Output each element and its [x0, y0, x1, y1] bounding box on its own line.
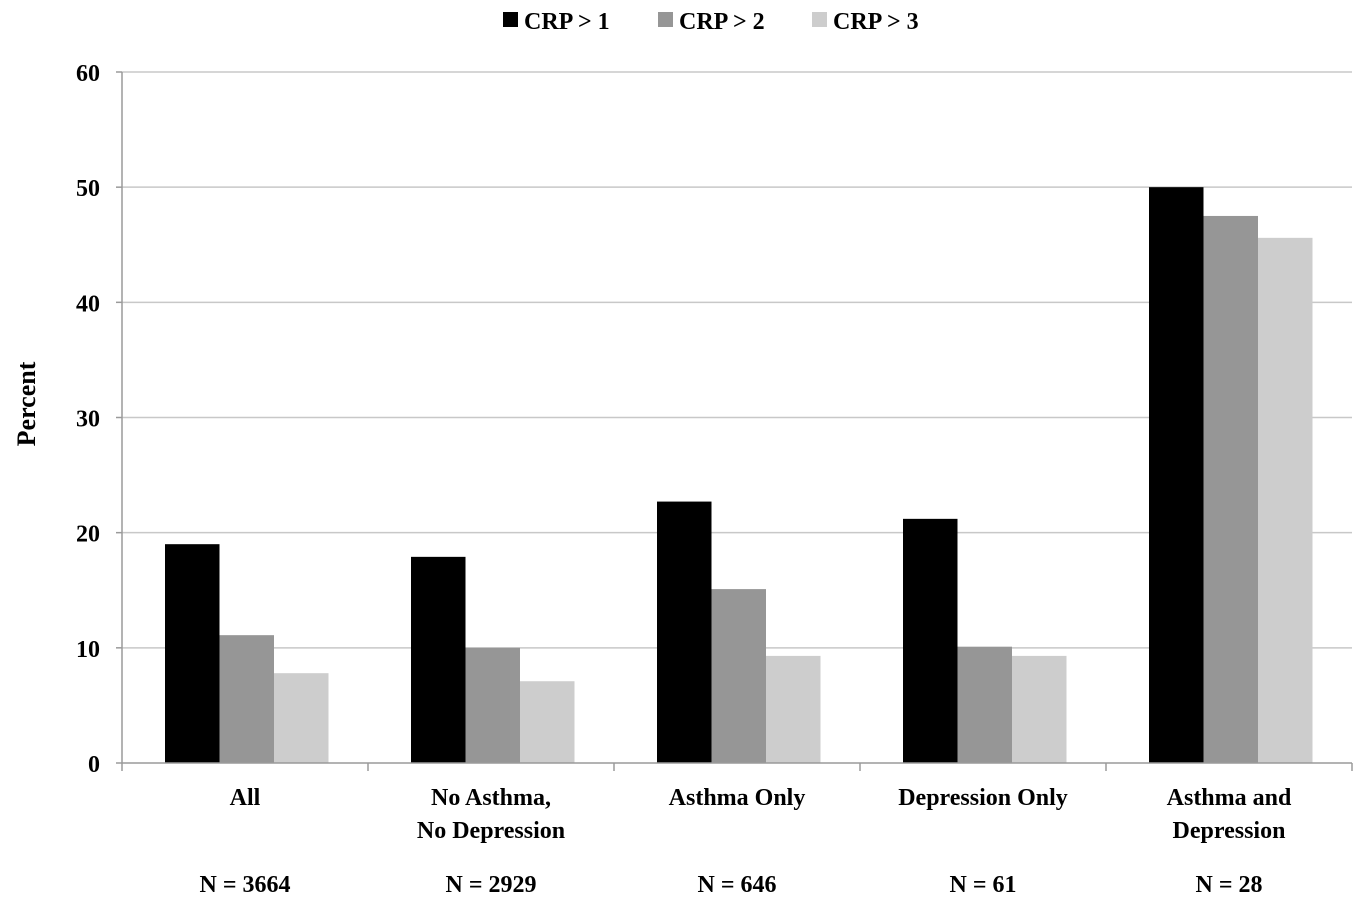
category-label: All [230, 785, 261, 811]
y-tick-label: 0 [88, 752, 100, 778]
gridlines [122, 71, 1352, 649]
category-label: Asthma Only [669, 785, 806, 811]
y-tick-label: 40 [76, 291, 100, 317]
legend-swatch [503, 12, 518, 27]
bar-3-3 [766, 655, 821, 763]
bar-3-4 [1012, 655, 1067, 763]
legend-label: CRP > 2 [679, 9, 765, 35]
category-label: Asthma and [1167, 785, 1292, 811]
bar-2-4 [957, 646, 1012, 763]
bar-1-1 [165, 544, 220, 763]
category-n-label: N = 3664 [199, 872, 290, 898]
legend-swatch [812, 12, 827, 27]
legend-swatch [658, 12, 673, 27]
y-tick-label: 50 [76, 176, 100, 202]
bar-2-1 [219, 635, 274, 763]
y-axis-label: Percent [12, 361, 41, 446]
category-label: No Depression [417, 818, 565, 844]
bars [165, 187, 1313, 764]
category-label: Depression Only [898, 785, 1068, 811]
bar-3-2 [520, 681, 575, 763]
bar-1-3 [657, 501, 712, 763]
y-tick-label: 60 [76, 61, 100, 87]
bar-3-5 [1258, 237, 1313, 764]
category-n-label: N = 28 [1195, 872, 1262, 898]
bar-3-1 [274, 673, 329, 763]
y-tick-label: 10 [76, 637, 100, 663]
y-tick-label: 20 [76, 522, 100, 548]
legend-label: CRP > 1 [524, 9, 610, 35]
bar-1-4 [903, 518, 958, 763]
bar-1-5 [1149, 187, 1204, 763]
x-axis-labels: All N = 3664 No Asthma, No Depression N = 29… [199, 785, 1292, 898]
category-label: No Asthma, [431, 785, 551, 811]
category-label: Depression [1173, 818, 1286, 844]
category-n-label: N = 61 [949, 872, 1016, 898]
bar-2-3 [711, 589, 766, 763]
bar-2-2 [465, 647, 520, 763]
legend: CRP > 1 CRP > 2 CRP > 3 [503, 9, 919, 35]
y-axis-ticks: 0 10 20 30 40 50 60 [76, 61, 122, 778]
category-n-label: N = 646 [697, 872, 776, 898]
legend-label: CRP > 3 [833, 9, 919, 35]
category-n-label: N = 2929 [445, 872, 536, 898]
axes [121, 72, 1353, 771]
bar-2-5 [1203, 215, 1258, 764]
y-tick-label: 30 [76, 407, 100, 433]
bar-1-2 [411, 556, 466, 763]
